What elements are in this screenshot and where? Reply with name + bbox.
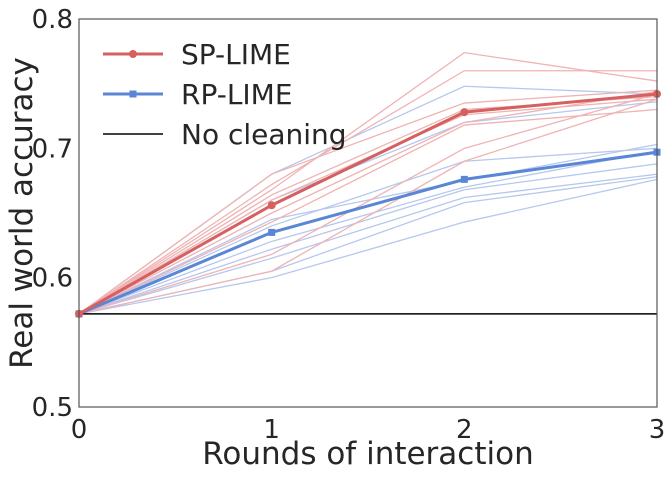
y-axis-ticks: 0.5 0.6 0.7 0.8	[32, 5, 73, 423]
y-axis-title: Real world accuracy	[4, 57, 40, 369]
sp-lime-run-line-7	[78, 93, 658, 315]
sp-lime-run-line-6	[78, 108, 658, 315]
legend-label-rp-lime: RP-LIME	[181, 78, 293, 111]
y-tick-label: 0.7	[32, 134, 73, 164]
legend-label-sp-lime: SP-LIME	[181, 38, 291, 71]
faint-run-lines	[78, 51, 658, 315]
rp-lime-point-1	[268, 228, 276, 236]
sp-lime-run-line-2	[78, 89, 658, 315]
x-tick-label: 1	[263, 415, 280, 445]
legend-marker-sp-lime	[129, 50, 137, 58]
rp-lime-run-line-7	[78, 176, 658, 315]
sp-lime-run-line-5	[78, 90, 658, 315]
sp-lime-point-1	[267, 201, 276, 210]
rp-lime-run-line-8	[78, 178, 658, 315]
x-tick-label: 2	[456, 415, 473, 445]
x-axis-title: Rounds of interaction	[202, 436, 533, 472]
legend: SP-LIME RP-LIME No cleaning	[103, 38, 347, 151]
y-tick-label: 0.6	[32, 264, 73, 294]
rp-lime-run-line-1	[78, 101, 658, 315]
rp-lime-point-2	[460, 175, 468, 183]
sp-lime-run-line-0	[78, 51, 658, 315]
rp-lime-run-line-2	[78, 147, 658, 315]
legend-marker-rp-lime	[129, 90, 137, 98]
sp-lime-run-line-1	[78, 70, 657, 315]
sp-lime-point-2	[460, 108, 469, 117]
rp-lime-line	[78, 150, 658, 316]
rp-lime-run-line-5	[78, 163, 658, 315]
rp-lime-run-line-4	[78, 150, 658, 315]
x-axis-ticks: 0 1 2 3	[71, 415, 666, 445]
rp-lime-run-line-6	[78, 173, 658, 315]
legend-label-no-cleaning: No cleaning	[181, 118, 347, 151]
x-tick-label: 3	[649, 415, 666, 445]
plot-frame	[78, 18, 658, 408]
sp-lime-run-line-8	[78, 98, 658, 315]
main-series-lines	[75, 90, 661, 318]
x-tick-label: 0	[71, 415, 88, 445]
y-tick-label: 0.5	[32, 393, 73, 423]
y-tick-label: 0.8	[32, 5, 73, 35]
rp-lime-run-line-3	[78, 143, 658, 315]
sp-lime-line	[78, 92, 658, 316]
